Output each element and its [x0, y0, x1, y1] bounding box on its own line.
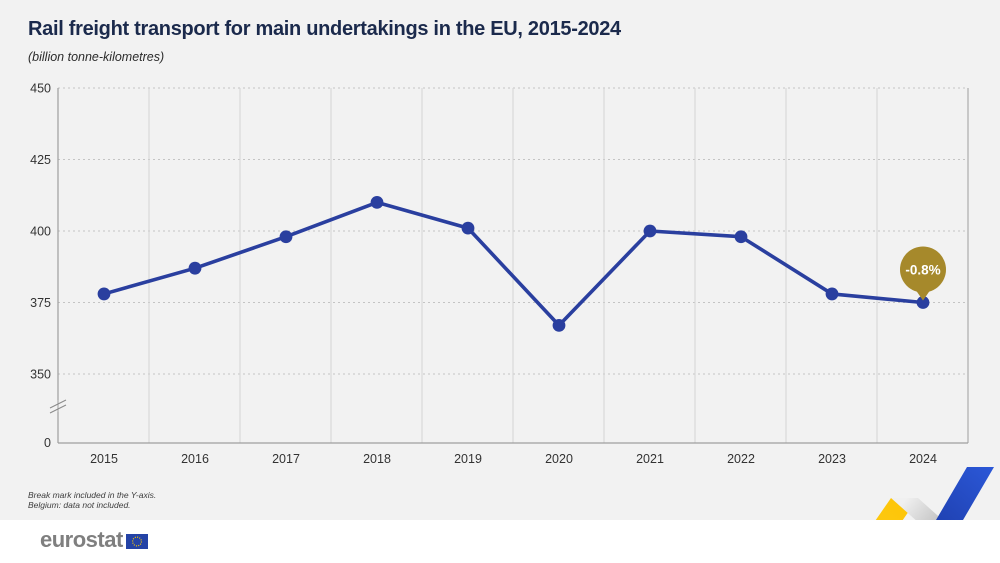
eurostat-logo-text: eurostat	[40, 527, 123, 552]
change-badge-label: -0.8%	[905, 263, 940, 278]
data-point	[370, 196, 384, 209]
eurostat-logo: eurostat	[40, 527, 148, 553]
data-point	[552, 318, 566, 332]
chart-unit-label: (billion tonne-kilometres)	[28, 50, 165, 64]
eu-flag-icon	[125, 533, 148, 549]
x-axis-year-label: 2019	[454, 452, 482, 466]
y-axis-tick-label: 375	[30, 296, 51, 310]
footnote-line: Break mark included in the Y-axis.	[28, 490, 157, 500]
y-axis-tick-label: 425	[30, 153, 51, 167]
data-point	[916, 296, 930, 309]
data-point	[643, 224, 657, 238]
footnote-line: Belgium: data not included.	[28, 500, 131, 510]
y-axis-tick-label: 400	[30, 225, 51, 239]
chart-footnotes: Break mark included in the Y-axis. Belgi…	[28, 490, 156, 510]
x-axis-year-label: 2018	[363, 452, 391, 466]
y-axis-tick-label: 450	[30, 82, 51, 96]
footer-strip	[0, 520, 1000, 563]
x-axis-year-label: 2020	[545, 452, 573, 466]
data-point	[97, 287, 111, 301]
x-axis-year-label: 2017	[272, 452, 300, 466]
x-axis-year-label: 2022	[727, 452, 755, 466]
x-axis-year-label: 2015	[90, 452, 118, 466]
page-title: Rail freight transport for main undertak…	[28, 18, 621, 40]
data-point	[188, 261, 202, 275]
change-badge	[900, 246, 946, 293]
line-chart-plot: 450 425 400 375 350 0 2015 2016 2017 2018 2019 2020…	[30, 82, 969, 466]
y-axis-tick-label: 350	[30, 368, 51, 382]
x-axis-year-label: 2023	[818, 452, 846, 466]
data-point	[825, 287, 839, 301]
data-point	[461, 221, 475, 235]
y-axis-zero-label: 0	[44, 436, 51, 450]
data-point	[734, 230, 748, 244]
x-axis-year-label: 2021	[636, 452, 664, 466]
x-axis-year-label: 2024	[909, 452, 937, 466]
data-point	[279, 230, 293, 244]
x-axis-year-label: 2016	[181, 452, 209, 466]
